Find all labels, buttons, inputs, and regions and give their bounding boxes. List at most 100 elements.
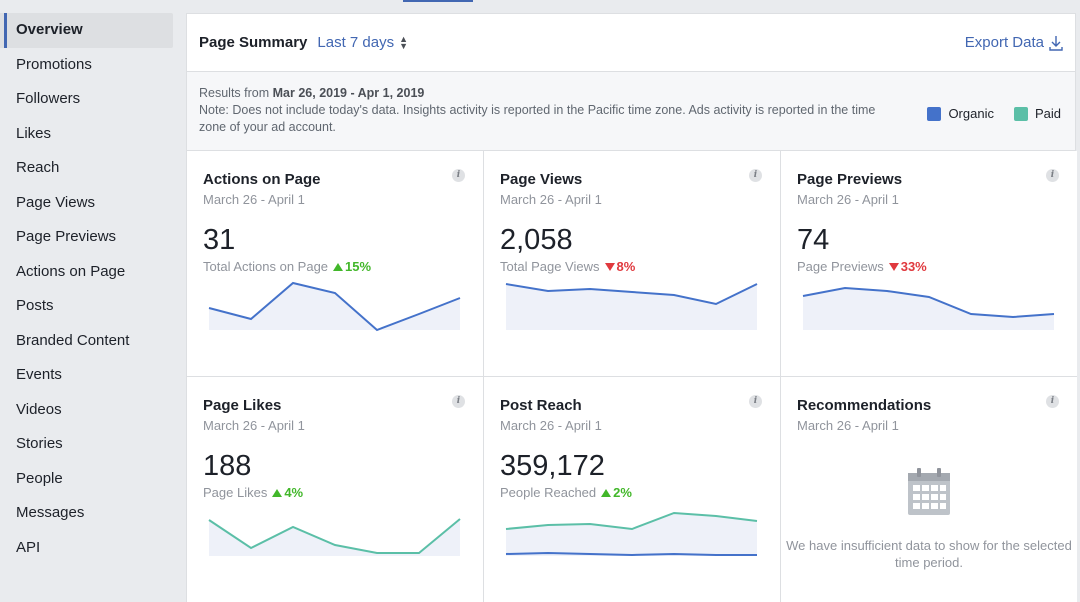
legend: Organic Paid <box>907 106 1061 121</box>
results-range-line: Results from Mar 26, 2019 - Apr 1, 2019 <box>199 85 1063 102</box>
sidebar-item-page-views[interactable]: Page Views <box>16 193 95 211</box>
card-title: Recommendations <box>797 397 932 414</box>
card-title: Actions on Page <box>203 171 321 188</box>
sparkline-chart <box>802 286 1055 330</box>
top-strip <box>0 0 1080 11</box>
card-post-reach[interactable]: Post Reach March 26 - April 1 i 359,172 … <box>484 377 781 602</box>
card-date: March 26 - April 1 <box>797 418 899 433</box>
sidebar: Overview Promotions Followers Likes Reac… <box>0 13 185 602</box>
sidebar-item-overview[interactable]: Overview <box>0 13 173 48</box>
legend-item-paid: Paid <box>1013 106 1061 121</box>
legend-item-organic: Organic <box>927 106 994 121</box>
results-prefix: Results from <box>199 86 270 100</box>
change-indicator: 33% <box>888 259 927 274</box>
calendar-icon <box>908 468 950 515</box>
card-title: Post Reach <box>500 397 582 414</box>
sparkline-area <box>209 283 460 330</box>
sparkline-line-organic <box>505 283 758 306</box>
sidebar-item-messages[interactable]: Messages <box>16 504 85 521</box>
card-metric-label: Total Page Views <box>500 259 600 274</box>
empty-state-message: We have insufficient data to show for th… <box>786 538 1072 570</box>
down-arrow-icon <box>604 262 615 271</box>
sparkline-chart <box>208 518 461 556</box>
metric-cards-grid: Actions on Page March 26 - April 1 i 31 … <box>187 151 1077 602</box>
info-icon[interactable]: i <box>749 169 762 182</box>
change-indicator: 15% <box>333 259 371 274</box>
info-icon[interactable]: i <box>1046 169 1059 182</box>
sidebar-item-posts[interactable]: Posts <box>16 297 54 314</box>
card-metric: Page Previews 33% <box>797 259 1061 274</box>
sidebar-item-videos[interactable]: Videos <box>16 400 62 418</box>
card-page-previews[interactable]: Page Previews March 26 - April 1 i 74 Pa… <box>781 151 1077 377</box>
sidebar-item-actions-on-page[interactable]: Actions on Page <box>16 262 126 280</box>
main-panel: Page Summary Last 7 days ▲ ▼ Export Data … <box>186 13 1077 602</box>
card-date: March 26 - April 1 <box>500 418 602 433</box>
card-page-views[interactable]: Page Views March 26 - April 1 i 2,058 To… <box>484 151 781 377</box>
sparkline-line-organic <box>505 551 757 557</box>
download-icon <box>1049 35 1063 51</box>
sparkline-chart <box>505 283 758 330</box>
card-value: 31 <box>203 224 236 256</box>
legend-swatch-organic <box>927 106 942 121</box>
card-actions-on-page[interactable]: Actions on Page March 26 - April 1 i 31 … <box>187 151 484 377</box>
card-metric-label: Page Likes <box>203 485 268 500</box>
info-icon[interactable]: i <box>452 169 465 182</box>
sidebar-item-reach[interactable]: Reach <box>16 159 60 176</box>
sparkline-line-organic <box>802 286 1055 319</box>
change-indicator: 4% <box>272 485 303 500</box>
sparkline-area <box>803 288 1054 330</box>
sidebar-item-likes[interactable]: Likes <box>16 124 52 142</box>
sparkline-area <box>506 513 757 556</box>
sparkline-chart <box>505 511 758 557</box>
card-metric-label: Page Previews <box>797 259 884 274</box>
legend-swatch-paid <box>1013 106 1028 121</box>
sparkline-chart <box>208 281 461 332</box>
card-date: March 26 - April 1 <box>203 418 305 433</box>
sidebar-item-stories[interactable]: Stories <box>16 435 63 452</box>
card-value: 188 <box>203 450 252 482</box>
results-range: Mar 26, 2019 - Apr 1, 2019 <box>272 86 425 100</box>
card-value: 359,172 <box>500 450 605 482</box>
info-icon[interactable]: i <box>452 395 465 408</box>
card-value: 74 <box>797 224 830 256</box>
sparkline-line-paid <box>208 518 461 554</box>
sidebar-item-api[interactable]: API <box>16 538 41 556</box>
card-date: March 26 - April 1 <box>203 192 305 207</box>
date-range-selector[interactable]: Last 7 days ▲ ▼ <box>317 34 408 51</box>
card-metric: Page Likes 4% <box>203 485 467 500</box>
card-recommendations[interactable]: Recommendations March 26 - April 1 i We … <box>781 377 1077 602</box>
info-icon[interactable]: i <box>1046 395 1059 408</box>
sidebar-item-followers[interactable]: Followers <box>16 90 81 107</box>
sidebar-item-page-previews[interactable]: Page Previews <box>16 228 117 245</box>
active-top-tab-indicator <box>403 0 473 2</box>
info-icon[interactable]: i <box>749 395 762 408</box>
change-value: 33% <box>900 259 927 274</box>
card-metric: Total Page Views 8% <box>500 259 764 274</box>
card-metric-label: People Reached <box>500 485 597 500</box>
results-notice: Results from Mar 26, 2019 - Apr 1, 2019 … <box>187 72 1075 151</box>
export-data-button[interactable]: Export Data <box>965 34 1063 51</box>
page-title: Page Summary <box>199 34 308 51</box>
change-indicator: 2% <box>601 485 632 500</box>
card-metric-label: Total Actions on Page <box>203 259 329 274</box>
sidebar-item-people[interactable]: People <box>16 469 63 487</box>
page-summary-header: Page Summary Last 7 days ▲ ▼ Export Data <box>187 14 1075 72</box>
sidebar-item-promotions[interactable]: Promotions <box>16 55 92 73</box>
sparkline-area <box>506 284 757 330</box>
change-indicator: 8% <box>604 259 635 274</box>
card-date: March 26 - April 1 <box>500 192 602 207</box>
sidebar-item-branded-content[interactable]: Branded Content <box>16 331 130 349</box>
card-page-likes[interactable]: Page Likes March 26 - April 1 i 188 Page… <box>187 377 484 602</box>
card-metric: Total Actions on Page 15% <box>203 259 467 274</box>
change-value: 2% <box>613 485 632 500</box>
card-title: Page Likes <box>203 397 282 414</box>
card-metric: People Reached 2% <box>500 485 764 500</box>
sort-arrows-icon: ▲ ▼ <box>399 33 409 51</box>
date-range-label: Last 7 days <box>317 34 395 51</box>
down-arrow-icon <box>888 262 899 271</box>
up-arrow-icon <box>333 262 344 271</box>
card-title: Page Previews <box>797 171 903 188</box>
change-value: 15% <box>345 259 372 274</box>
sidebar-item-events[interactable]: Events <box>16 366 62 383</box>
card-title: Page Views <box>500 171 583 188</box>
